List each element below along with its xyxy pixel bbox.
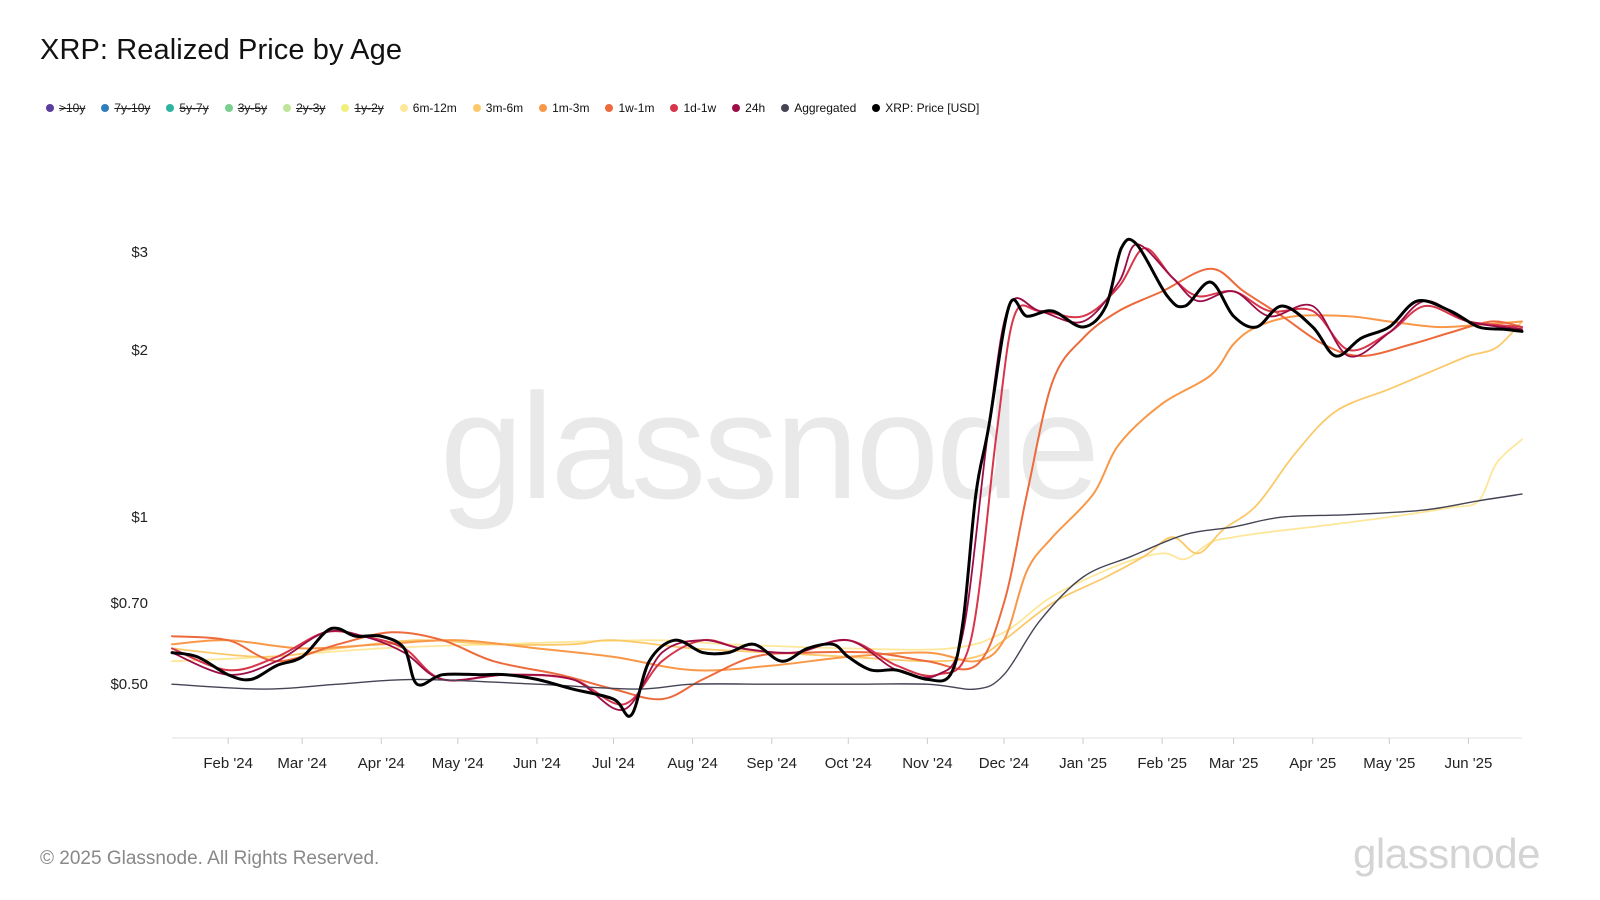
legend-label: 1m-3m xyxy=(552,101,590,115)
x-tick-label: Feb '24 xyxy=(203,755,253,772)
legend-dot-icon xyxy=(781,104,790,112)
legend-label: 24h xyxy=(745,101,766,115)
legend-dot-icon xyxy=(670,104,679,112)
legend-label: 3y-5y xyxy=(237,101,268,115)
legend-label: 1y-2y xyxy=(354,101,384,115)
x-tick-label: Jul '24 xyxy=(592,755,635,772)
y-tick-label: $3 xyxy=(131,244,148,261)
x-tick-label: Jun '24 xyxy=(513,755,561,772)
y-tick-label: $0.50 xyxy=(110,676,148,693)
x-tick-label: Jun '25 xyxy=(1444,755,1492,772)
y-tick-label: $0.70 xyxy=(110,595,148,612)
legend-dot-icon xyxy=(224,104,233,112)
legend-dot-icon xyxy=(166,104,175,112)
x-tick-label: Mar '24 xyxy=(277,755,327,772)
legend-item[interactable]: 1y-2y xyxy=(341,101,384,115)
series-line-xrp-price-usd xyxy=(170,237,1524,718)
series-line-1m-3m xyxy=(171,314,1523,672)
legend-label: 6m-12m xyxy=(412,101,457,115)
copyright-footer: © 2025 Glassnode. All Rights Reserved. xyxy=(40,848,380,869)
series-line-1w-1m xyxy=(171,267,1523,701)
x-tick-label: May '25 xyxy=(1363,755,1415,772)
legend-label: 3m-6m xyxy=(485,101,524,115)
x-tick-label: Nov '24 xyxy=(902,755,952,772)
x-tick-label: May '24 xyxy=(432,755,484,772)
y-tick-label: $2 xyxy=(131,342,148,359)
legend-label: 7y-10y xyxy=(114,101,151,115)
legend-item[interactable]: 3m-6m xyxy=(472,101,524,115)
x-tick-label: Sep '24 xyxy=(747,755,797,772)
x-tick-label: Mar '25 xyxy=(1209,755,1259,772)
legend-label: 1d-1w xyxy=(683,101,717,115)
legend-dot-icon xyxy=(341,104,350,112)
legend-dot-icon xyxy=(46,104,54,112)
glassnode-logo: glassnode xyxy=(1353,830,1540,877)
legend-label: 5y-7y xyxy=(179,101,209,115)
legend-item[interactable]: Aggregated xyxy=(781,101,856,115)
y-axis-ticks: $0.50 $0.70 $1 $2 $3 xyxy=(110,244,148,693)
legend-dot-icon xyxy=(283,104,292,112)
legend-item[interactable]: 1m-3m xyxy=(539,101,589,115)
legend-item[interactable]: 5y-7y xyxy=(166,101,209,115)
legend-dot-icon xyxy=(872,104,881,112)
x-tick-label: Apr '25 xyxy=(1289,755,1336,772)
legend-dot-icon xyxy=(605,104,614,112)
x-tick-label: Apr '24 xyxy=(358,755,405,772)
legend-item[interactable]: 7y-10y xyxy=(101,101,150,115)
legend-label: >10y xyxy=(59,101,86,115)
legend-item[interactable]: 3y-5y xyxy=(224,101,268,115)
legend-label: 2y-3y xyxy=(296,101,326,115)
legend-dot-icon xyxy=(539,104,548,112)
watermark: glassnode xyxy=(440,362,1100,530)
chart-title: XRP: Realized Price by Age xyxy=(40,34,403,66)
legend-item[interactable]: XRP: Price [USD] xyxy=(872,101,979,115)
x-axis-ticks: Feb '24 Mar '24 Apr '24 May '24 Jun '24 Jul '… xyxy=(203,738,1492,772)
legend-item[interactable]: 1d-1w xyxy=(670,101,716,115)
legend-label: Aggregated xyxy=(794,101,857,115)
series-lines xyxy=(170,237,1524,718)
legend-dot-icon xyxy=(472,104,481,112)
legend-dot-icon xyxy=(101,104,110,112)
x-tick-label: Feb '25 xyxy=(1137,755,1187,772)
series-line-6m-12m xyxy=(171,438,1523,663)
series-line-24h xyxy=(171,243,1523,711)
x-tick-label: Dec '24 xyxy=(979,755,1029,772)
series-line-aggregated xyxy=(171,493,1523,691)
legend-item[interactable]: 6m-12m xyxy=(399,101,457,115)
legend-item[interactable]: 1w-1m xyxy=(605,101,654,115)
x-tick-label: Aug '24 xyxy=(667,755,717,772)
x-tick-label: Oct '24 xyxy=(825,755,872,772)
legend-label: 1w-1m xyxy=(618,101,655,115)
legend-dot-icon xyxy=(732,104,741,112)
y-tick-label: $1 xyxy=(131,509,148,526)
x-tick-label: Jan '25 xyxy=(1059,755,1107,772)
legend-item[interactable]: 2y-3y xyxy=(283,101,325,115)
legend-item[interactable]: 24h xyxy=(732,101,765,115)
legend-item[interactable]: >10y xyxy=(46,101,85,115)
legend-label: XRP: Price [USD] xyxy=(885,101,980,115)
series-line-3m-6m xyxy=(171,320,1523,663)
legend-dot-icon xyxy=(399,104,408,112)
legend: >10y 7y-10y 5y-7y 3y-5y 2y-3y 1y-2y 6m-12m 3m-6… xyxy=(46,101,995,115)
